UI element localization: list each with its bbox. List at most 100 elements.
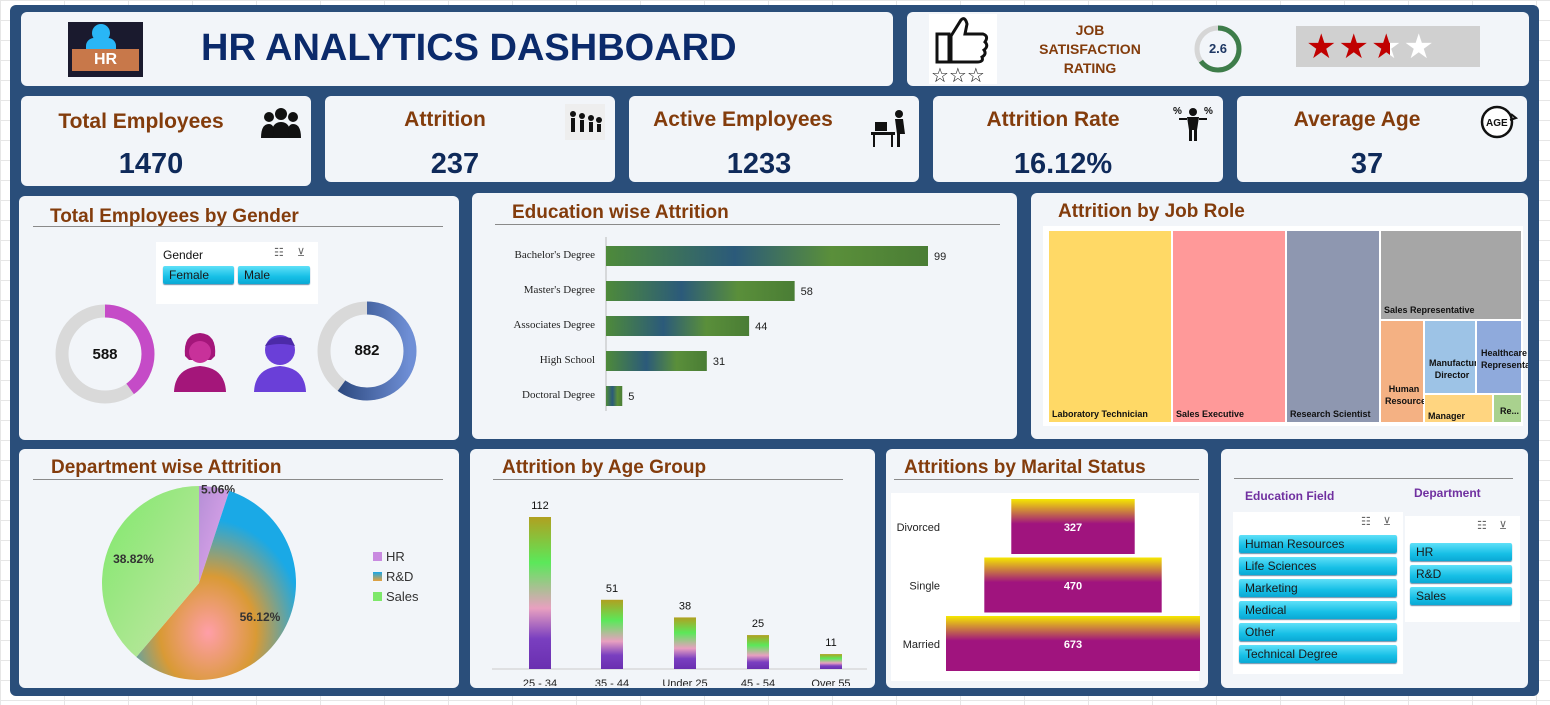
age-category-label: 25 - 34	[523, 678, 557, 686]
treemap-cell-label: Sales Representative	[1384, 305, 1475, 315]
age-category-label: Under 25	[662, 678, 707, 686]
marital-bar	[984, 557, 1162, 613]
page-title: HR ANALYTICS DASHBOARD	[201, 27, 737, 69]
pie-slice	[136, 490, 297, 680]
age-bar	[820, 654, 842, 669]
clear-filter-icon[interactable]: ⊻	[1499, 520, 1508, 532]
rating-star-icon: ★	[1403, 28, 1436, 66]
education-category-label: High School	[540, 354, 595, 366]
agegroup-chart: 112 25 - 34 51 35 - 44 38 Under 25 25 45 - 54 11…	[492, 500, 867, 686]
age-icon: AGE	[1477, 104, 1519, 142]
treemap-cell: Laboratory Technician	[1048, 230, 1172, 423]
multi-select-icon[interactable]: ☷	[1361, 516, 1371, 528]
svg-text:%: %	[1204, 106, 1213, 117]
department-option[interactable]: R&D	[1410, 565, 1512, 583]
department-title-underline	[33, 479, 443, 480]
age-value-label: 11	[825, 637, 836, 649]
female-donut	[55, 304, 155, 404]
education-field-option[interactable]: Technical Degree	[1239, 645, 1397, 663]
filters-underline	[1234, 478, 1513, 479]
department-header: Department	[1414, 486, 1481, 500]
department-pie: 5.06% 56.12% 38.82%	[102, 483, 297, 680]
education-field-slicer: ☷ ⊻ Human Resources Life Sciences Marketin…	[1233, 512, 1403, 674]
age-bar	[529, 517, 551, 669]
age-value-label: 38	[679, 600, 691, 612]
gender-option-female[interactable]: Female	[163, 266, 234, 284]
clear-filter-icon[interactable]: ⊻	[1383, 516, 1392, 528]
satisfaction-card: ☆☆☆ JOB SATISFACTION RATING 2.6 ★★★★	[907, 12, 1529, 86]
age-bar	[601, 599, 623, 669]
kpi-title: Average Age	[1293, 108, 1421, 131]
education-title-underline	[495, 224, 1000, 225]
female-count: 588	[92, 346, 118, 363]
legend-label: Sales	[386, 589, 419, 604]
legend-swatch	[373, 552, 382, 561]
marital-value-label: 327	[1064, 522, 1082, 534]
svg-text:%: %	[1173, 106, 1182, 117]
agegroup-title: Attrition by Age Group	[502, 457, 707, 478]
svg-text:☆☆☆: ☆☆☆	[931, 65, 985, 84]
marital-category-label: Single	[909, 581, 940, 593]
education-value-label: 44	[755, 321, 767, 333]
kpi-title: Total Employees	[58, 110, 224, 133]
education-field-option[interactable]: Human Resources	[1239, 535, 1397, 553]
male-person-icon	[254, 335, 306, 392]
multi-select-icon[interactable]: ☷	[274, 247, 284, 259]
marital-value-label: 470	[1064, 581, 1082, 593]
male-count: 882	[354, 342, 380, 359]
marital-value-label: 673	[1064, 639, 1082, 651]
marital-category-label: Married	[903, 639, 940, 651]
education-field-option[interactable]: Marketing	[1239, 579, 1397, 597]
education-card: Education wise Attrition Bachelor's Degr…	[472, 193, 1017, 439]
treemap-cell-label: Manager	[1428, 411, 1466, 421]
marital-card: Attritions by Marital Status 327 Divorced…	[886, 449, 1208, 688]
education-field-option[interactable]: Other	[1239, 623, 1397, 641]
kpi-title: Attrition	[404, 108, 486, 131]
kpi-value: 37	[1350, 148, 1384, 180]
treemap-cell-label: Laboratory Technician	[1052, 409, 1148, 419]
people-group-icon	[261, 104, 301, 142]
kpi-value: 237	[430, 148, 480, 180]
education-title: Education wise Attrition	[512, 202, 729, 223]
education-field-header: Education Field	[1245, 489, 1335, 503]
kpi-title: Attrition Rate	[986, 108, 1120, 131]
kpi-card: Attrition 237	[325, 96, 615, 182]
marital-chart: 327 Divorced 470 Single 673 Married	[891, 493, 1200, 681]
treemap-cell: Sales Representative	[1380, 230, 1522, 320]
person-percent-icon: %%	[1173, 104, 1213, 142]
treemap-cell: Manufacturing Director	[1424, 320, 1491, 394]
kpi-card: Active Employees 1233	[629, 96, 919, 182]
kpi-card: Total Employees 1470	[21, 96, 311, 186]
multi-select-icon[interactable]: ☷	[1477, 520, 1487, 532]
education-value-label: 58	[801, 286, 813, 298]
agegroup-card: Attrition by Age Group 112 25 - 34 51 35 - …	[470, 449, 875, 688]
satisfaction-label-line-3: RATING	[1063, 60, 1117, 76]
treemap-cell: Human Resources	[1380, 320, 1431, 423]
kpi-card: Attrition Rate 16.12%%%	[933, 96, 1223, 182]
marital-bar	[1011, 499, 1135, 554]
treemap-cell: Research Scientist	[1286, 230, 1380, 423]
treemap-cell: Sales Executive	[1172, 230, 1286, 423]
hr-logo-text: HR	[72, 49, 139, 71]
department-option[interactable]: HR	[1410, 543, 1512, 561]
gender-option-male[interactable]: Male	[238, 266, 310, 284]
education-field-option[interactable]: Medical	[1239, 601, 1397, 619]
education-bar	[606, 281, 795, 301]
kpi-value: 1470	[118, 148, 184, 180]
department-option[interactable]: Sales	[1410, 587, 1512, 605]
education-bar	[606, 246, 928, 266]
clear-filter-icon[interactable]: ⊻	[297, 247, 306, 259]
thumbs-up-icon: ☆☆☆	[929, 14, 997, 84]
agegroup-title-underline	[493, 479, 843, 480]
female-person-icon	[174, 333, 226, 392]
marital-title: Attritions by Marital Status	[904, 457, 1146, 478]
education-field-option[interactable]: Life Sciences	[1239, 557, 1397, 575]
person-at-desk-icon	[869, 108, 907, 147]
education-category-label: Master's Degree	[524, 284, 595, 296]
marital-category-label: Divorced	[897, 522, 940, 534]
jobrole-card: Attrition by Job Role Laboratory Technic…	[1031, 193, 1528, 439]
kpi-value: 1233	[726, 148, 792, 180]
education-category-label: Doctoral Degree	[522, 389, 595, 401]
gender-card: Total Employees by Gender Gender ☷ ⊻ Fem…	[19, 196, 459, 440]
age-value-label: 25	[752, 618, 764, 630]
